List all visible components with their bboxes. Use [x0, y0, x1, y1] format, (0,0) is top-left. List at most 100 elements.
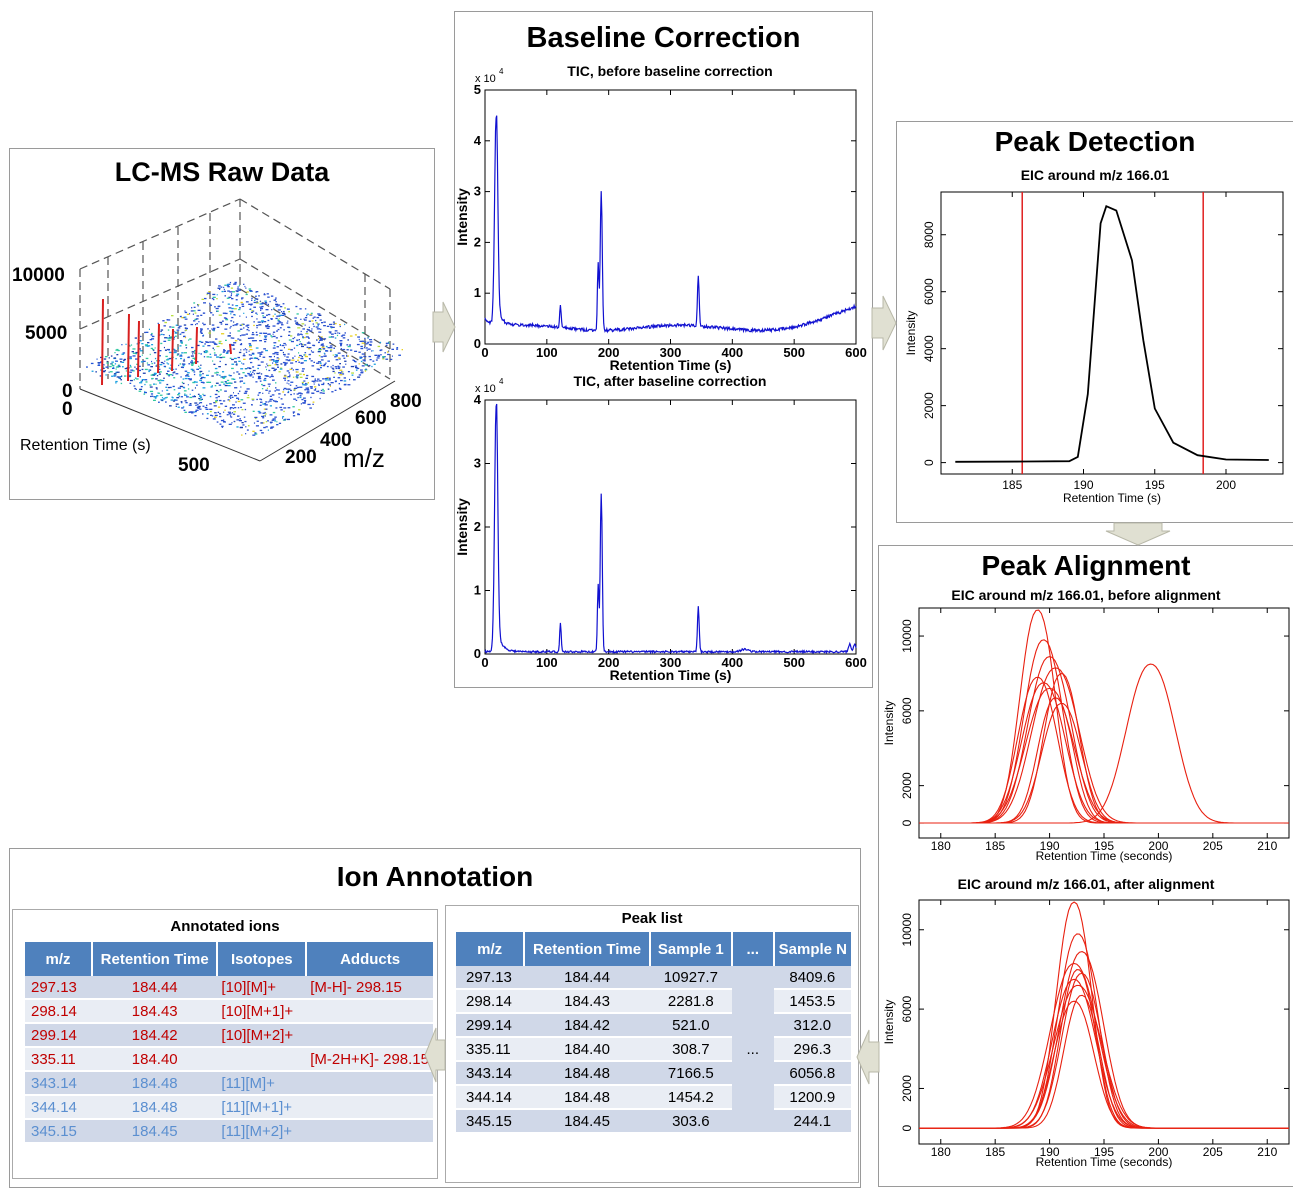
scatter-point: [213, 363, 216, 365]
scatter-point: [208, 381, 212, 383]
scatter-point: [278, 321, 282, 323]
scatter-point: [266, 327, 270, 329]
y-tick-label: 3: [474, 456, 481, 471]
scatter-point: [286, 382, 288, 384]
scatter-point: [188, 404, 192, 406]
scatter-point: [212, 298, 215, 301]
scatter-point: [396, 348, 399, 350]
scatter-point: [113, 373, 117, 375]
scatter-point: [184, 318, 188, 320]
scatter-point: [325, 362, 327, 364]
scatter-point: [275, 382, 277, 384]
x-tick-label: 195: [1094, 839, 1114, 853]
scatter-point: [298, 392, 301, 394]
scatter-point: [288, 311, 290, 313]
scatter-point: [227, 290, 230, 292]
scatter-point: [212, 327, 216, 329]
y-tick-800: 800: [390, 391, 422, 412]
scatter-point: [250, 357, 253, 359]
scatter-point: [254, 299, 256, 301]
peak-cell: 345.15: [456, 1109, 525, 1134]
scatter-point: [239, 343, 243, 346]
scatter-point: [316, 390, 319, 393]
scatter-point: [277, 328, 280, 331]
scatter-point: [292, 337, 295, 340]
scatter-point: [264, 377, 267, 380]
y-tick-label: 3: [474, 184, 481, 199]
scatter-point: [210, 414, 213, 416]
scatter-point: [367, 336, 369, 338]
scatter-point: [313, 316, 316, 318]
scatter-point: [158, 355, 161, 357]
scatter-point: [174, 399, 178, 401]
scatter-point: [115, 368, 117, 370]
scatter-point: [288, 331, 291, 333]
scatter-point: [300, 403, 302, 405]
scatter-point: [184, 400, 187, 402]
scatter-point: [280, 322, 283, 324]
scatter-point: [177, 327, 181, 329]
scatter-point: [233, 372, 235, 374]
scatter-point: [264, 415, 266, 417]
scatter-point: [268, 390, 271, 392]
scatter-point: [218, 366, 221, 368]
scatter-point: [328, 336, 332, 338]
scatter-point: [248, 374, 251, 376]
scatter-point: [289, 384, 292, 386]
scatter-point: [154, 396, 158, 398]
scatter-point: [342, 371, 344, 373]
scatter-point: [207, 328, 209, 330]
scatter-point: [323, 355, 327, 357]
scatter-point: [284, 363, 287, 365]
scatter-point: [165, 373, 168, 375]
scatter-point: [339, 372, 342, 374]
scatter-point: [174, 350, 177, 352]
annotated-cell: [10][M+1]+: [217, 999, 307, 1024]
scatter-point: [123, 358, 126, 361]
scatter-point: [319, 337, 322, 339]
scatter-point: [163, 377, 165, 379]
eic-sample-line: [919, 667, 1289, 824]
scatter-point: [175, 324, 178, 326]
scatter-point: [212, 293, 216, 296]
scatter-point: [340, 379, 343, 382]
scatter-point: [276, 330, 278, 332]
scatter-point: [193, 320, 196, 322]
scatter-point: [243, 349, 245, 351]
scatter-point: [197, 406, 201, 408]
scatter-point: [237, 286, 239, 288]
scatter-point: [277, 366, 279, 368]
scatter-point: [237, 400, 241, 403]
scatter-point: [272, 418, 275, 420]
scatter-point: [274, 420, 277, 422]
scatter-point: [312, 344, 315, 346]
scatter-point: [360, 347, 364, 350]
z-tick-5000: 5000: [25, 323, 67, 344]
scatter-point: [347, 355, 349, 357]
scatter-point: [233, 308, 237, 310]
annotated-row: 345.15 184.45 [11][M+2]+: [25, 1119, 433, 1144]
scatter-point: [243, 327, 245, 329]
scatter-point: [287, 348, 291, 350]
scatter-point: [299, 392, 302, 394]
scatter-point: [165, 355, 168, 358]
scatter-point: [177, 387, 181, 389]
scatter-point: [194, 415, 197, 417]
scatter-point: [308, 347, 312, 349]
scatter-point: [171, 374, 174, 376]
scatter-point: [256, 420, 259, 422]
scatter-point: [228, 307, 232, 309]
scatter-point: [217, 406, 221, 408]
scatter-point: [202, 322, 204, 324]
scatter-point: [253, 321, 255, 323]
scatter-point: [301, 356, 303, 358]
ann-header-mz: m/z: [25, 942, 94, 976]
scatter-point: [243, 312, 245, 314]
scatter-point: [99, 362, 102, 364]
scatter-point: [108, 357, 110, 359]
scatter-point: [373, 363, 376, 365]
scatter-point: [163, 365, 166, 368]
scatter-point: [276, 323, 279, 325]
scatter-point: [292, 406, 295, 408]
scatter-point: [303, 354, 306, 356]
